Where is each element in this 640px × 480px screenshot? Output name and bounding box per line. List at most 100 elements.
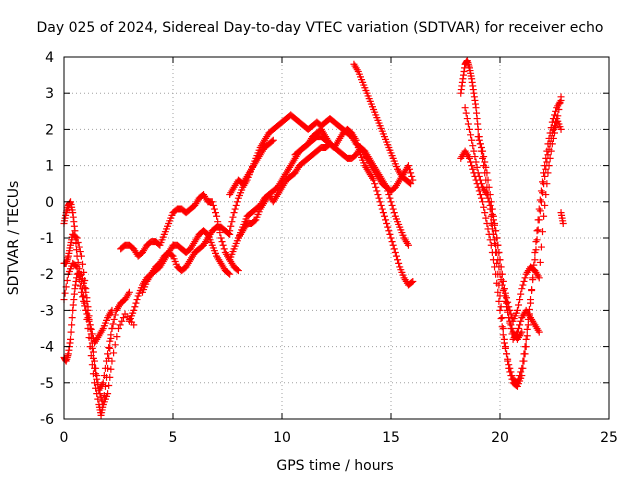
data-point-marker [377,201,385,209]
data-point-marker [108,306,116,314]
data-point-marker [388,238,396,246]
data-point-marker [73,263,81,271]
data-point-marker [496,306,504,314]
data-point-marker [125,288,133,296]
data-point-marker [378,205,386,213]
data-point-marker [551,129,558,137]
data-point-marker [227,222,235,230]
data-point-marker [492,241,500,249]
data-point-marker [519,281,527,289]
data-point-marker [408,172,416,180]
data-point-marker [536,196,544,204]
data-point-marker [81,284,89,292]
data-point-marker [329,143,337,151]
data-point-marker [539,189,547,197]
data-point-marker [485,183,493,191]
data-point-marker [77,288,85,296]
data-point-marker [386,194,394,202]
data-point-marker [522,335,530,343]
data-point-marker [557,93,565,101]
data-point-marker [79,293,87,301]
data-point-marker [532,246,540,254]
data-point-marker [104,350,112,358]
data-point-marker [380,212,388,220]
data-point-marker [75,276,83,284]
data-point-marker [537,198,545,206]
data-point-marker [555,105,563,113]
data-point-marker [516,296,524,304]
data-point-marker [481,158,489,166]
data-point-marker [251,217,259,225]
data-points [60,57,567,419]
data-point-marker [534,226,542,234]
data-point-marker [506,317,514,325]
data-point-marker [543,158,551,166]
data-point-marker [234,267,242,275]
data-point-marker [390,245,398,253]
data-point-marker [476,191,484,199]
data-point-marker [541,172,549,180]
data-point-marker [76,248,84,256]
y-tick-label: -1 [40,231,54,247]
data-point-marker [408,278,416,286]
data-point-marker [501,344,509,352]
data-point-marker [89,348,97,356]
data-point-marker [63,277,71,285]
data-point-marker [226,270,234,278]
data-point-marker [474,125,482,133]
data-point-marker [553,118,561,126]
data-point-marker [493,259,501,267]
data-point-marker [131,303,139,311]
data-point-marker [132,299,140,307]
data-point-marker [498,323,506,331]
x-tick-label: 15 [382,430,400,446]
data-point-marker [220,245,228,253]
data-point-marker [505,314,513,322]
data-point-marker [268,137,276,145]
data-point-marker [407,180,415,188]
data-point-marker [516,372,524,380]
data-point-marker [500,292,508,300]
data-point-marker [383,183,391,191]
data-point-marker [394,256,402,264]
data-point-marker [500,339,508,347]
data-point-marker [474,169,482,177]
data-point-marker [536,258,544,266]
data-point-marker [392,252,400,260]
data-point-marker [395,259,403,267]
data-point-marker [110,349,118,357]
data-point-marker [81,302,89,310]
data-point-marker [74,269,82,277]
data-point-marker [473,163,481,171]
data-point-marker [96,390,104,398]
data-point-marker [88,339,96,347]
y-tick-label: 4 [45,50,54,66]
data-point-marker [84,303,92,311]
data-point-marker [517,290,525,298]
data-point-marker [506,364,514,372]
y-tick-label: 1 [45,159,54,175]
x-tick-label: 20 [491,430,509,446]
data-point-marker [91,357,99,365]
data-point-marker [465,154,473,162]
data-point-marker [468,136,476,144]
data-point-marker [92,364,100,372]
data-point-marker [387,198,395,206]
data-point-marker [517,368,525,376]
data-point-marker [487,220,495,228]
data-point-marker [540,212,548,220]
y-tick-label: -4 [40,340,54,356]
data-point-marker [83,294,91,302]
data-point-marker [476,140,484,148]
data-point-marker [552,124,560,132]
data-point-marker [391,248,399,256]
data-point-marker [520,350,528,358]
data-point-marker [464,120,472,128]
data-point-marker [74,239,82,247]
data-point-marker [508,372,516,380]
data-point-marker [529,276,537,284]
data-point-marker [516,321,524,329]
data-point-marker [491,236,499,244]
data-point-marker [80,297,88,305]
